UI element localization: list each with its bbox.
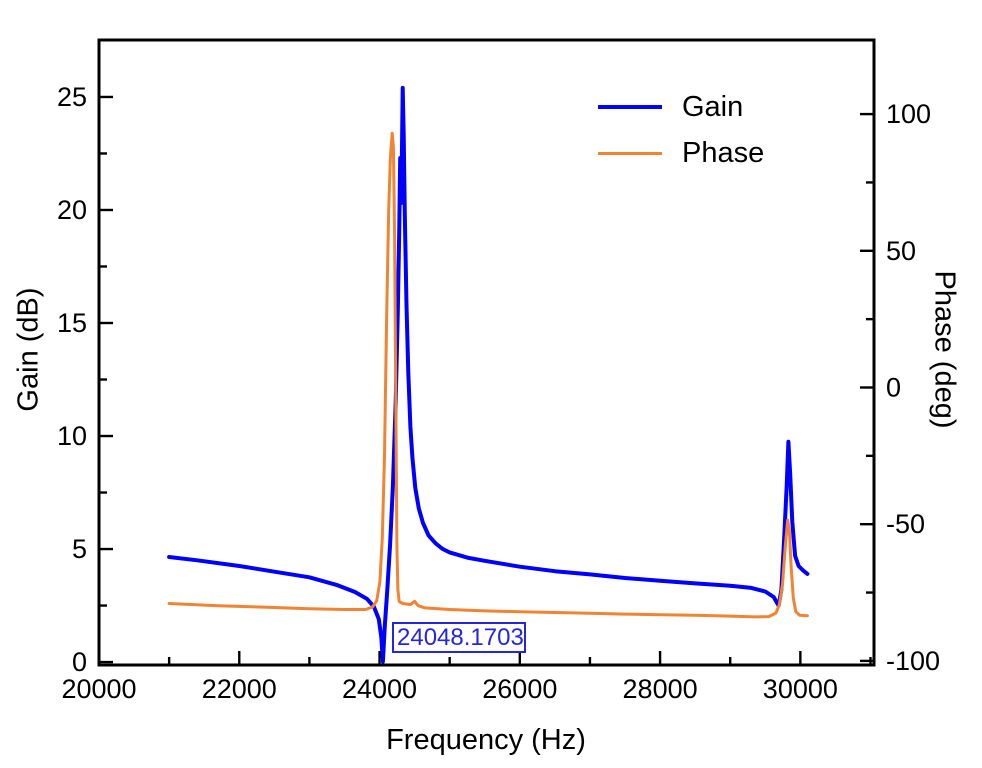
legend: Gain Phase [598, 90, 764, 170]
y-left-tick-label: 5 [72, 534, 87, 564]
phase-curve [167, 131, 809, 619]
gain-line-swatch [598, 105, 662, 109]
y-axis-left-title: Gain (dB) [12, 287, 45, 412]
x-tick-label: 22000 [202, 674, 277, 704]
y-left-tick-label: 25 [57, 82, 87, 112]
y-left-tick-label: 0 [72, 647, 87, 677]
plot-frame [97, 38, 876, 667]
y-left-tick-label: 20 [57, 195, 87, 225]
legend-item-gain: Gain [598, 90, 764, 124]
resonance-frequency-annotation: 24048.1703 [392, 622, 526, 653]
legend-label-gain: Gain [682, 90, 744, 123]
y-right-tick-label: -50 [886, 509, 925, 539]
y-left-tick-label: 15 [57, 308, 87, 338]
x-tick-label: 30000 [763, 674, 838, 704]
x-tick-label: 26000 [482, 674, 557, 704]
y-axis-right-title: Phase (deg) [928, 270, 961, 429]
y-right-tick-label: -100 [886, 646, 940, 676]
x-tick-label: 24000 [342, 674, 417, 704]
y-right-tick-label: 0 [886, 372, 901, 402]
legend-item-phase: Phase [598, 136, 764, 170]
y-right-tick-label: 100 [886, 99, 931, 129]
legend-label-phase: Phase [682, 136, 765, 169]
x-tick-label: 28000 [623, 674, 698, 704]
y-right-tick-label: 50 [886, 236, 916, 266]
phase-line-swatch [598, 151, 662, 155]
x-tick-label: 20000 [61, 674, 136, 704]
gain-curve [167, 85, 810, 664]
x-axis-title: Frequency (Hz) [386, 724, 586, 756]
y-left-tick-label: 10 [57, 421, 87, 451]
